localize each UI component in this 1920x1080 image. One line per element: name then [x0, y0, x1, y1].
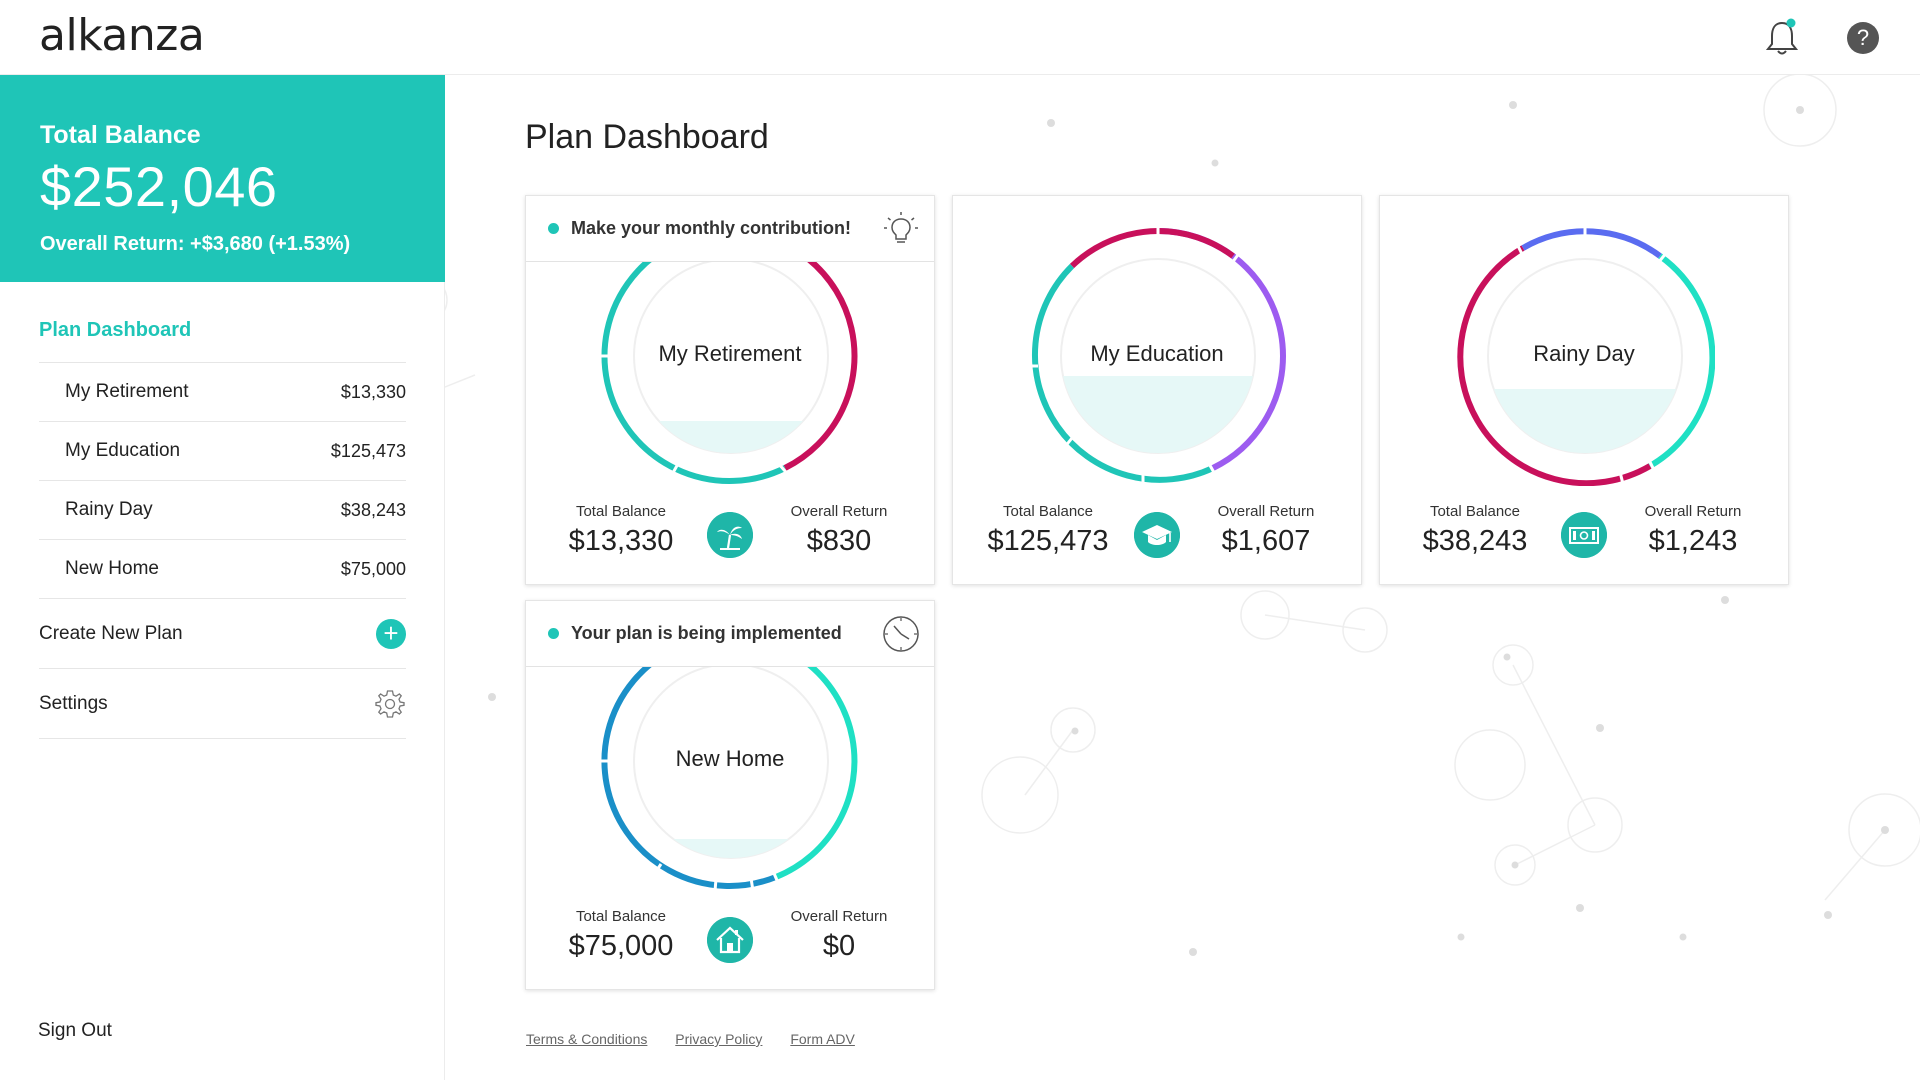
notice-message: Make your monthly contribution!: [571, 218, 852, 238]
notice-message: Your plan is being implemented: [571, 623, 842, 643]
total-balance-value: $252,046: [40, 155, 278, 218]
overall-return-value: $1,243: [1648, 525, 1738, 557]
overall-return-stat: Overall Return $0: [759, 908, 919, 963]
plus-icon[interactable]: +: [376, 618, 406, 649]
lightbulb-icon[interactable]: [882, 210, 920, 248]
sign-out-button[interactable]: Sign Out: [38, 1020, 112, 1041]
palm-tree-icon: [707, 512, 753, 558]
sidebar-item-value: $75,000: [340, 558, 406, 579]
sidebar-item-value: $125,473: [330, 440, 406, 461]
top-header: alkanza ?: [0, 0, 1920, 75]
plan-card-title: New Home: [675, 746, 785, 771]
total-balance-value: $38,243: [1422, 525, 1528, 557]
form-adv-link[interactable]: Form ADV: [790, 1031, 855, 1047]
total-balance-label: Total Balance: [1002, 503, 1094, 520]
total-balance-value: $75,000: [568, 930, 674, 962]
sidebar-item-label: New Home: [65, 558, 159, 579]
plan-notice[interactable]: Your plan is being implemented: [526, 601, 934, 667]
plan-card-rainy-day[interactable]: Rainy Day Total Balance $38,243 Overall …: [1379, 195, 1789, 585]
plan-card-my-retirement[interactable]: My Retirement Make your monthly contribu…: [525, 195, 935, 585]
graduation-cap-icon: [1134, 512, 1180, 558]
house-icon: [707, 917, 753, 963]
overall-return-label: Overall Return: [1217, 503, 1315, 520]
alkanza-logo[interactable]: alkanza: [39, 10, 205, 61]
total-balance-stat: Total Balance $13,330: [541, 503, 701, 558]
create-new-plan-button[interactable]: Create New Plan +: [39, 599, 406, 669]
page-title: Plan Dashboard: [525, 118, 769, 156]
plan-ring-gauge: [1028, 226, 1287, 486]
total-balance-label: Total Balance: [1429, 503, 1521, 520]
gear-icon[interactable]: [374, 688, 406, 720]
sidebar-nav: Plan Dashboard My Retirement $13,330 My …: [0, 282, 444, 739]
total-balance-label: Total Balance: [575, 908, 667, 925]
sidebar-item-label: My Education: [65, 440, 181, 461]
plan-notice[interactable]: Make your monthly contribution!: [526, 196, 934, 262]
bell-icon[interactable]: [1764, 18, 1800, 58]
settings-button[interactable]: Settings: [39, 669, 406, 739]
sidebar-item-value: $13,330: [340, 381, 406, 402]
overall-return-stat: Overall Return $830: [759, 503, 919, 558]
overall-return-value: $1,607: [1221, 525, 1311, 557]
plan-card-new-home[interactable]: New Home Your plan is being implemented …: [525, 600, 935, 990]
help-icon[interactable]: ?: [1847, 22, 1879, 54]
money-icon: [1561, 512, 1607, 558]
clock-icon[interactable]: [882, 615, 920, 653]
plan-card-title: My Education: [1090, 341, 1224, 366]
total-balance-stat: Total Balance $75,000: [541, 908, 701, 963]
overall-return-stat: Overall Return $1,607: [1186, 503, 1346, 558]
sidebar-item-label: My Retirement: [65, 381, 189, 402]
plan-ring-gauge: [1457, 226, 1715, 486]
notice-dot: [548, 628, 559, 639]
total-balance-panel: Total Balance $252,046 Overall Return: +…: [0, 75, 445, 282]
total-balance-label: Total Balance: [575, 503, 667, 520]
sidebar: Total Balance $252,046 Overall Return: +…: [0, 75, 445, 1080]
footer-links: Terms & Conditions Privacy Policy Form A…: [526, 1031, 879, 1047]
terms-link[interactable]: Terms & Conditions: [526, 1031, 648, 1047]
total-balance-stat: Total Balance $125,473: [968, 503, 1128, 558]
total-balance-label: Total Balance: [40, 121, 201, 149]
total-balance-stat: Total Balance $38,243: [1395, 503, 1555, 558]
sidebar-item-new-home[interactable]: New Home $75,000: [39, 540, 406, 599]
sidebar-item-rainy-day[interactable]: Rainy Day $38,243: [39, 481, 406, 540]
total-balance-value: $13,330: [568, 525, 674, 557]
plan-card-title: My Retirement: [658, 341, 802, 366]
overall-return: Overall Return: +$3,680 (+1.53%): [40, 233, 351, 255]
settings-label: Settings: [39, 692, 108, 714]
privacy-policy-link[interactable]: Privacy Policy: [675, 1031, 763, 1047]
plan-card-my-education[interactable]: My Education Total Balance $125,473 Over…: [952, 195, 1362, 585]
overall-return-label: Overall Return: [790, 908, 888, 925]
sidebar-item-plan-dashboard[interactable]: Plan Dashboard: [39, 282, 406, 363]
total-balance-value: $125,473: [987, 525, 1109, 557]
overall-return-value: $830: [806, 525, 872, 557]
plan-ring-gauge: [601, 632, 858, 891]
plan-card-title: Rainy Day: [1533, 341, 1635, 366]
overall-return-stat: Overall Return $1,243: [1613, 503, 1773, 558]
overall-return-label: Overall Return: [790, 503, 888, 520]
sidebar-item-value: $38,243: [340, 499, 406, 520]
notice-dot: [548, 223, 559, 234]
sidebar-item-my-retirement[interactable]: My Retirement $13,330: [39, 363, 406, 422]
create-new-plan-label: Create New Plan: [39, 622, 183, 644]
overall-return-value: $0: [822, 930, 856, 962]
sidebar-item-label: Rainy Day: [65, 499, 153, 520]
plan-ring-gauge: [601, 227, 858, 484]
sidebar-item-my-education[interactable]: My Education $125,473: [39, 422, 406, 481]
overall-return-label: Overall Return: [1644, 503, 1742, 520]
